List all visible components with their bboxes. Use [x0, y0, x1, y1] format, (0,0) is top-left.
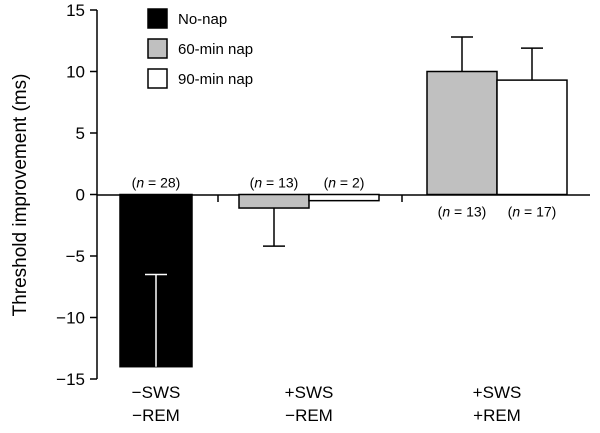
bar-60-min-nap	[238, 193, 310, 209]
y-ticks: 15 10 5 0 −5 −10 −15	[56, 1, 97, 389]
y-tick-label: 10	[66, 63, 85, 82]
y-tick-label: 15	[66, 1, 85, 20]
legend-swatch	[147, 38, 168, 59]
y-tick-label: −15	[56, 370, 85, 389]
n-label: (n = 13)	[438, 204, 487, 220]
category-label-line1: +SWS	[473, 383, 522, 402]
y-axis: 15 10 5 0 −5 −10 −15 Threshold improvement (ms…	[10, 1, 98, 389]
y-axis-label: Threshold improvement (ms)	[10, 74, 31, 317]
bar-60-min-nap	[426, 70, 498, 196]
y-tick-label: 5	[76, 124, 85, 143]
y-tick-label: −5	[66, 247, 85, 266]
category-label-line1: +SWS	[285, 383, 334, 402]
n-label: (n = 17)	[508, 204, 557, 220]
category-label-line1: −SWS	[132, 383, 181, 402]
category-label-line2: +REM	[473, 406, 521, 425]
n-label: (n = 28)	[132, 175, 181, 191]
legend-label: 60-min nap	[178, 41, 253, 58]
bar-90-min-nap	[496, 79, 568, 196]
n-label: (n = 2)	[324, 175, 365, 191]
legend-swatch	[147, 68, 168, 89]
n-labels: (n = 28) (n = 13) (n = 2) (n = 13) (n = 17)	[132, 175, 557, 220]
legend-label: 90-min nap	[178, 71, 253, 88]
y-tick-label: −10	[56, 309, 85, 328]
bar-90-min-nap	[308, 193, 380, 202]
legend-swatch	[147, 8, 168, 29]
category-label-line2: −REM	[285, 406, 333, 425]
category-label-line2: −REM	[132, 406, 180, 425]
y-tick-label: 0	[76, 186, 85, 205]
n-label: (n = 13)	[250, 175, 299, 191]
legend-label: No-nap	[178, 11, 227, 28]
legend: No-nap 60-min nap 90-min nap	[147, 8, 253, 89]
category-labels: −SWS −REM +SWS −REM +SWS +REM	[132, 383, 522, 425]
bars	[119, 36, 568, 368]
